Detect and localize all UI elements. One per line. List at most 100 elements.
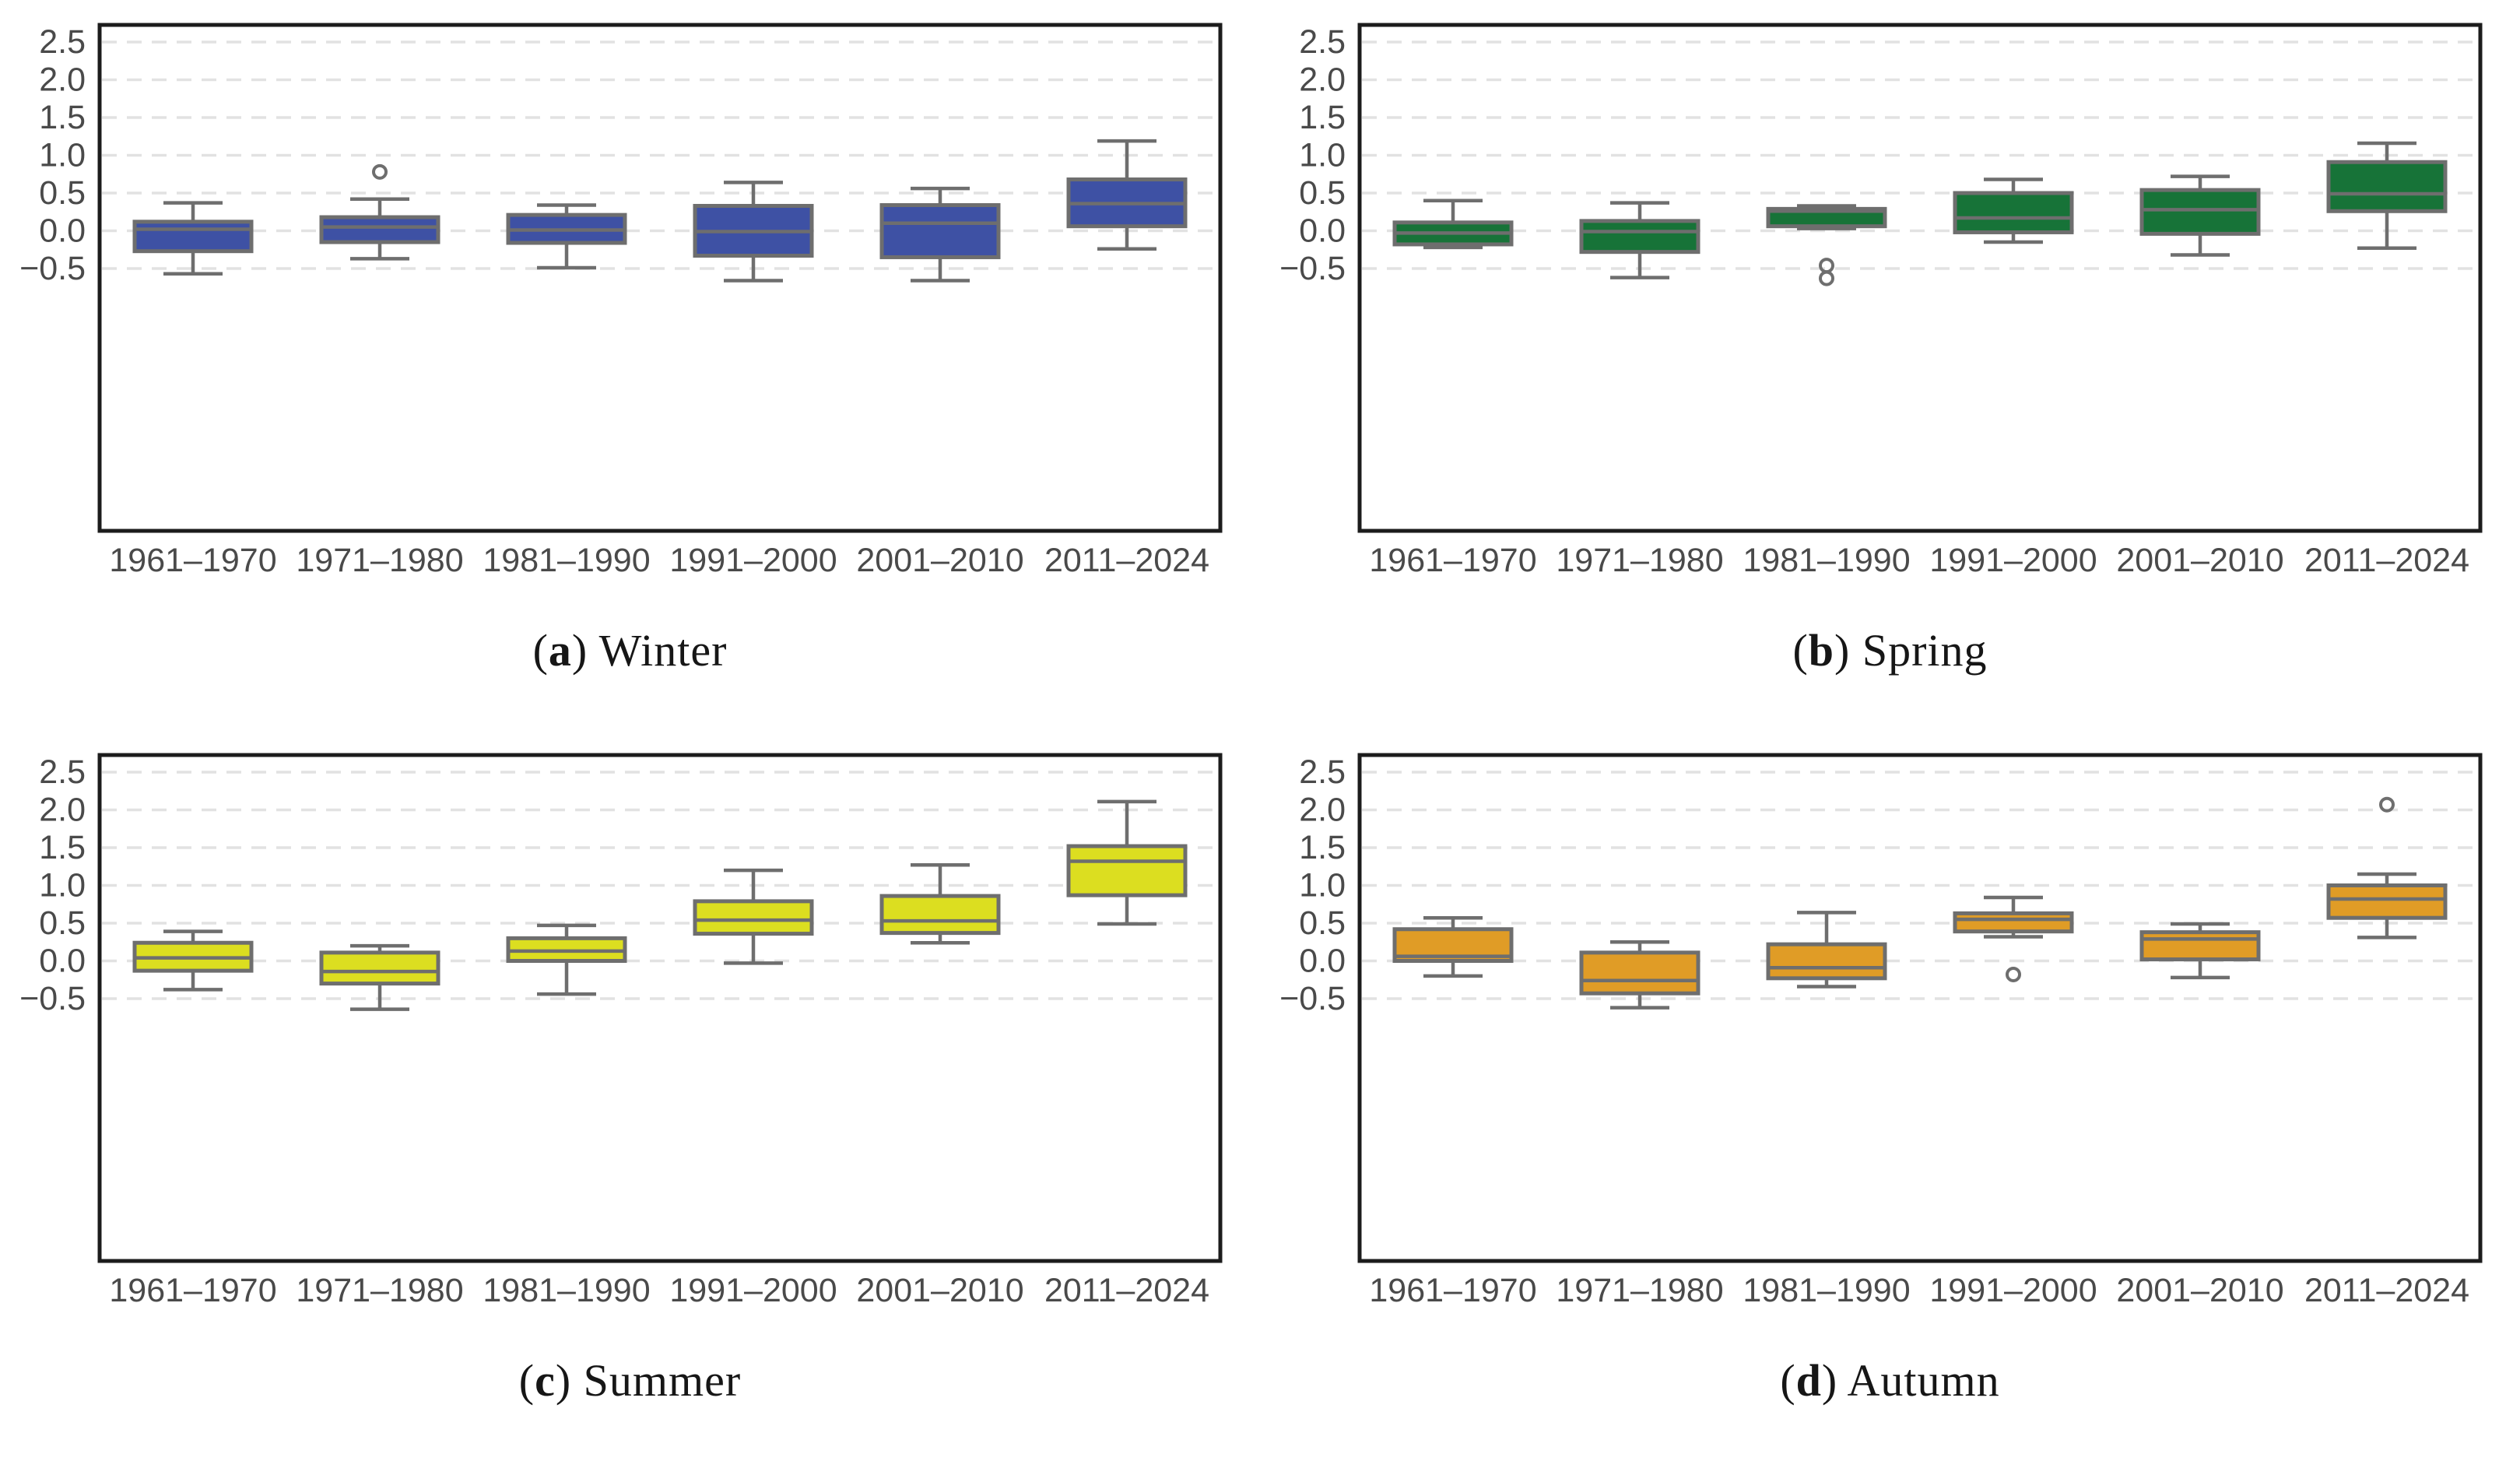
- y-tick-label: 1.5: [1299, 829, 1346, 866]
- box-iqr: [132, 220, 253, 254]
- box-iqr: [1766, 942, 1886, 981]
- y-tick-label: 1.0: [1299, 867, 1346, 904]
- boxplot-group: [1392, 198, 1513, 250]
- y-tick-label: −0.5: [1279, 250, 1346, 287]
- y-tick-label: 0.5: [39, 174, 86, 212]
- outlier-point: [2005, 966, 2021, 982]
- box-iqr: [2139, 188, 2260, 236]
- panel-autumn: 2.5 2.0 1.5 1.0 0.5 0.0 −0.5 1961–1970 1971–1980…: [1260, 730, 2520, 1461]
- caption-paren-close: ): [1834, 625, 1851, 676]
- box-iqr: [1953, 191, 2073, 234]
- boxplot-group: [2326, 796, 2447, 939]
- y-tick-label: 1.5: [39, 829, 86, 866]
- boxplot-group: [879, 186, 1000, 283]
- caption-label: Winter: [588, 625, 728, 676]
- x-tick-label: 1981–1990: [483, 542, 650, 579]
- panel-caption-summer: (c) Summer: [519, 1354, 741, 1407]
- y-tick-label: 0.5: [39, 904, 86, 942]
- box-iqr: [693, 899, 813, 936]
- boxplot-group: [1953, 895, 2073, 982]
- boxplot-group: [879, 863, 1000, 945]
- caption-label: Summer: [571, 1355, 742, 1406]
- box-iqr: [1579, 950, 1700, 996]
- y-tick-label: 2.0: [1299, 792, 1346, 829]
- panel-caption-winter: (a) Winter: [533, 624, 728, 676]
- y-tick-label: −0.5: [1279, 980, 1346, 1017]
- panel-caption-autumn: (d) Autumn: [1780, 1354, 1999, 1407]
- x-tick-label: 1981–1990: [1743, 542, 1910, 579]
- caption-paren-open: (: [532, 625, 549, 676]
- boxplot-group: [132, 929, 253, 992]
- caption-label: Spring: [1850, 625, 1988, 676]
- y-tick-label: 2.5: [1299, 23, 1346, 61]
- x-tick-label: 1971–1980: [296, 542, 463, 579]
- boxplot-group: [1579, 201, 1700, 279]
- x-tick-label: 2011–2024: [2304, 542, 2469, 579]
- x-tick-label: 1991–2000: [669, 1272, 837, 1309]
- plot-border: [1357, 23, 2482, 533]
- caption-paren-open: (: [1792, 625, 1809, 676]
- y-tick-label: 2.5: [1299, 753, 1346, 791]
- x-tick-label: 2011–2024: [1044, 542, 1209, 579]
- y-tick-label: 0.0: [1299, 212, 1346, 250]
- boxplot-group: [132, 201, 253, 276]
- box-iqr: [2139, 930, 2260, 962]
- x-tick-label: 2001–2010: [856, 542, 1023, 579]
- boxplot-group: [2326, 141, 2447, 251]
- box-iqr: [1579, 219, 1700, 255]
- y-tick-label: 1.0: [39, 867, 86, 904]
- outlier-point: [2378, 796, 2395, 813]
- boxplot-group: [1766, 204, 1886, 286]
- boxplot-group: [319, 163, 440, 261]
- caption-label: Autumn: [1837, 1355, 2000, 1406]
- box-iqr: [319, 950, 440, 986]
- plot-border: [1357, 753, 2482, 1263]
- x-tick-label: 2001–2010: [856, 1272, 1023, 1309]
- x-tick-label: 1961–1970: [109, 542, 276, 579]
- boxplot-group: [693, 868, 813, 965]
- box-iqr: [879, 894, 1000, 936]
- outlier-point: [1818, 258, 1834, 274]
- caption-paren-close: ): [555, 1355, 572, 1406]
- boxplot-group: [1392, 915, 1513, 978]
- y-tick-label: 1.0: [1299, 137, 1346, 174]
- x-tick-label: 1971–1980: [296, 1272, 463, 1309]
- caption-paren-open: (: [518, 1355, 535, 1406]
- box-iqr: [879, 203, 1000, 259]
- y-tick-label: 2.0: [1299, 61, 1346, 99]
- x-tick-label: 1971–1980: [1556, 542, 1723, 579]
- boxplot-group: [2139, 922, 2260, 980]
- boxplot-group: [1579, 940, 1700, 1010]
- boxplot-group: [506, 203, 626, 270]
- x-tick-label: 1961–1970: [1369, 1272, 1536, 1309]
- y-tick-label: 2.0: [39, 792, 86, 829]
- y-tick-label: 2.5: [39, 753, 86, 791]
- x-tick-label: 2011–2024: [1044, 1272, 1209, 1309]
- y-tick-label: 1.5: [39, 99, 86, 136]
- caption-letter: c: [535, 1355, 556, 1406]
- x-tick-label: 1981–1990: [1743, 1272, 1910, 1309]
- panel-winter: 2.5 2.0 1.5 1.0 0.5 0.0 −0.5 1961–1970 1971–1980…: [0, 0, 1260, 730]
- x-tick-label: 2011–2024: [2304, 1272, 2469, 1309]
- caption-paren-close: ): [571, 625, 588, 676]
- caption-letter: b: [1808, 625, 1835, 676]
- y-tick-label: 0.0: [39, 943, 86, 980]
- caption-letter: a: [548, 625, 572, 676]
- caption-letter: d: [1795, 1355, 1822, 1406]
- box-iqr: [2326, 160, 2447, 213]
- x-tick-label: 2001–2010: [2116, 1272, 2283, 1309]
- panel-spring: 2.5 2.0 1.5 1.0 0.5 0.0 −0.5 1961–1970 1971–1980…: [1260, 0, 2520, 730]
- y-tick-label: 0.5: [1299, 904, 1346, 942]
- caption-paren-close: ): [1821, 1355, 1838, 1406]
- boxplot-group: [1766, 911, 1886, 989]
- y-tick-label: 2.0: [39, 61, 86, 99]
- x-tick-label: 2001–2010: [2116, 542, 2283, 579]
- box-iqr: [1766, 206, 1886, 229]
- panel-caption-spring: (b) Spring: [1792, 624, 1987, 676]
- x-tick-label: 1961–1970: [109, 1272, 276, 1309]
- y-tick-label: 0.5: [1299, 174, 1346, 212]
- outlier-point: [1818, 270, 1834, 286]
- x-tick-label: 1991–2000: [1929, 542, 2097, 579]
- y-tick-label: 2.5: [39, 23, 86, 61]
